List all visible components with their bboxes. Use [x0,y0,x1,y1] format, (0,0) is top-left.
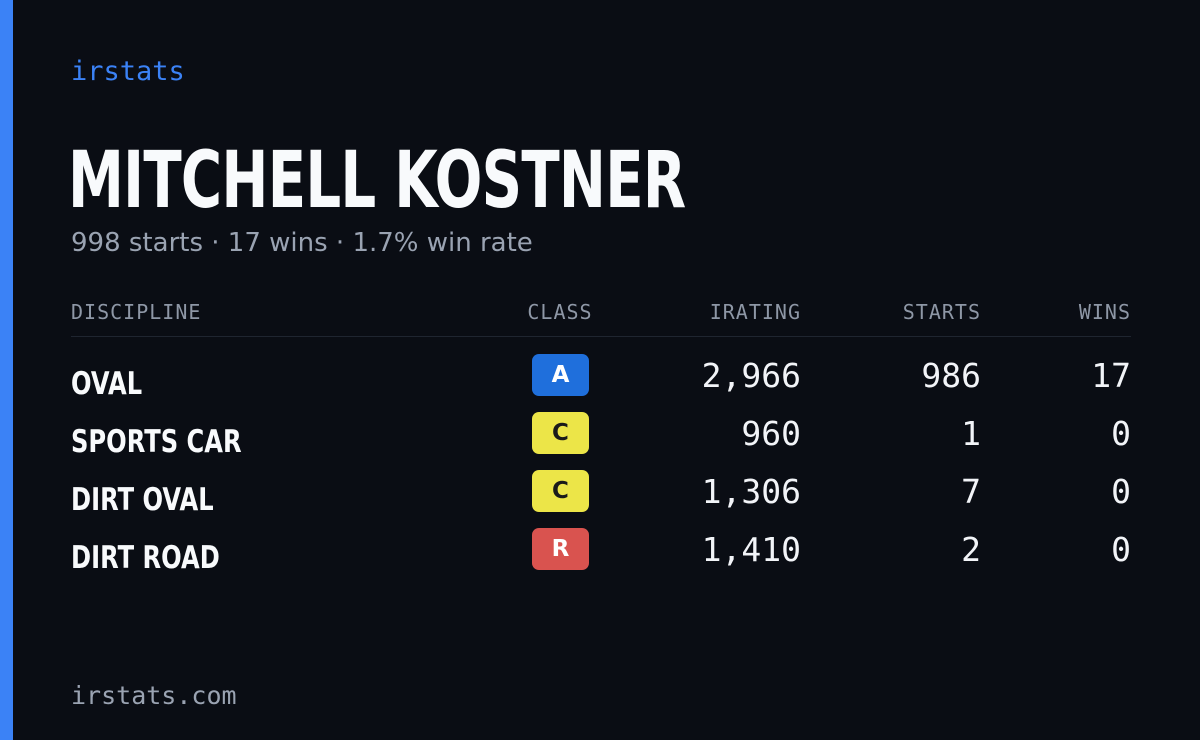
irating-value: 1,410 [701,530,801,569]
license-class-badge: A [532,354,589,396]
irating-value: 960 [741,414,801,453]
starts-value: 7 [961,472,981,511]
wins-value: 0 [1111,414,1131,453]
discipline-label: DIRT OVAL [71,482,214,518]
discipline-label: DIRT ROAD [71,540,220,576]
license-class-badge: R [532,528,589,570]
header-irating: IRATING [709,300,801,324]
brand-logo-text[interactable]: irstats [71,56,185,87]
table-header: DISCIPLINE CLASS IRATING STARTS WINS [71,300,1131,337]
header-starts: STARTS [902,300,981,324]
discipline-label: OVAL [71,366,143,402]
player-name: MITCHELL KOSTNER [68,136,686,226]
wins-value: 17 [1091,356,1131,395]
table-row: OVAL A 2,966 986 17 [71,354,1131,412]
footer-url-link[interactable]: irstats.com [71,681,237,710]
license-class-badge: C [532,470,589,512]
discipline-label: SPORTS CAR [71,424,242,460]
wins-value: 0 [1111,472,1131,511]
irating-value: 2,966 [701,356,801,395]
header-wins: WINS [1078,300,1131,324]
starts-value: 2 [961,530,981,569]
accent-bar [0,0,13,740]
header-class: CLASS [527,300,593,324]
starts-value: 1 [961,414,981,453]
player-summary: 998 starts · 17 wins · 1.7% win rate [71,228,533,258]
header-discipline: DISCIPLINE [71,300,202,324]
table-row: SPORTS CAR C 960 1 0 [71,412,1131,470]
starts-value: 986 [921,356,981,395]
table-row: DIRT ROAD R 1,410 2 0 [71,528,1131,586]
license-class-badge: C [532,412,589,454]
stats-table-body: OVAL A 2,966 986 17 SPORTS CAR C 960 1 0… [71,354,1131,586]
irating-value: 1,306 [701,472,801,511]
table-row: DIRT OVAL C 1,306 7 0 [71,470,1131,528]
wins-value: 0 [1111,530,1131,569]
